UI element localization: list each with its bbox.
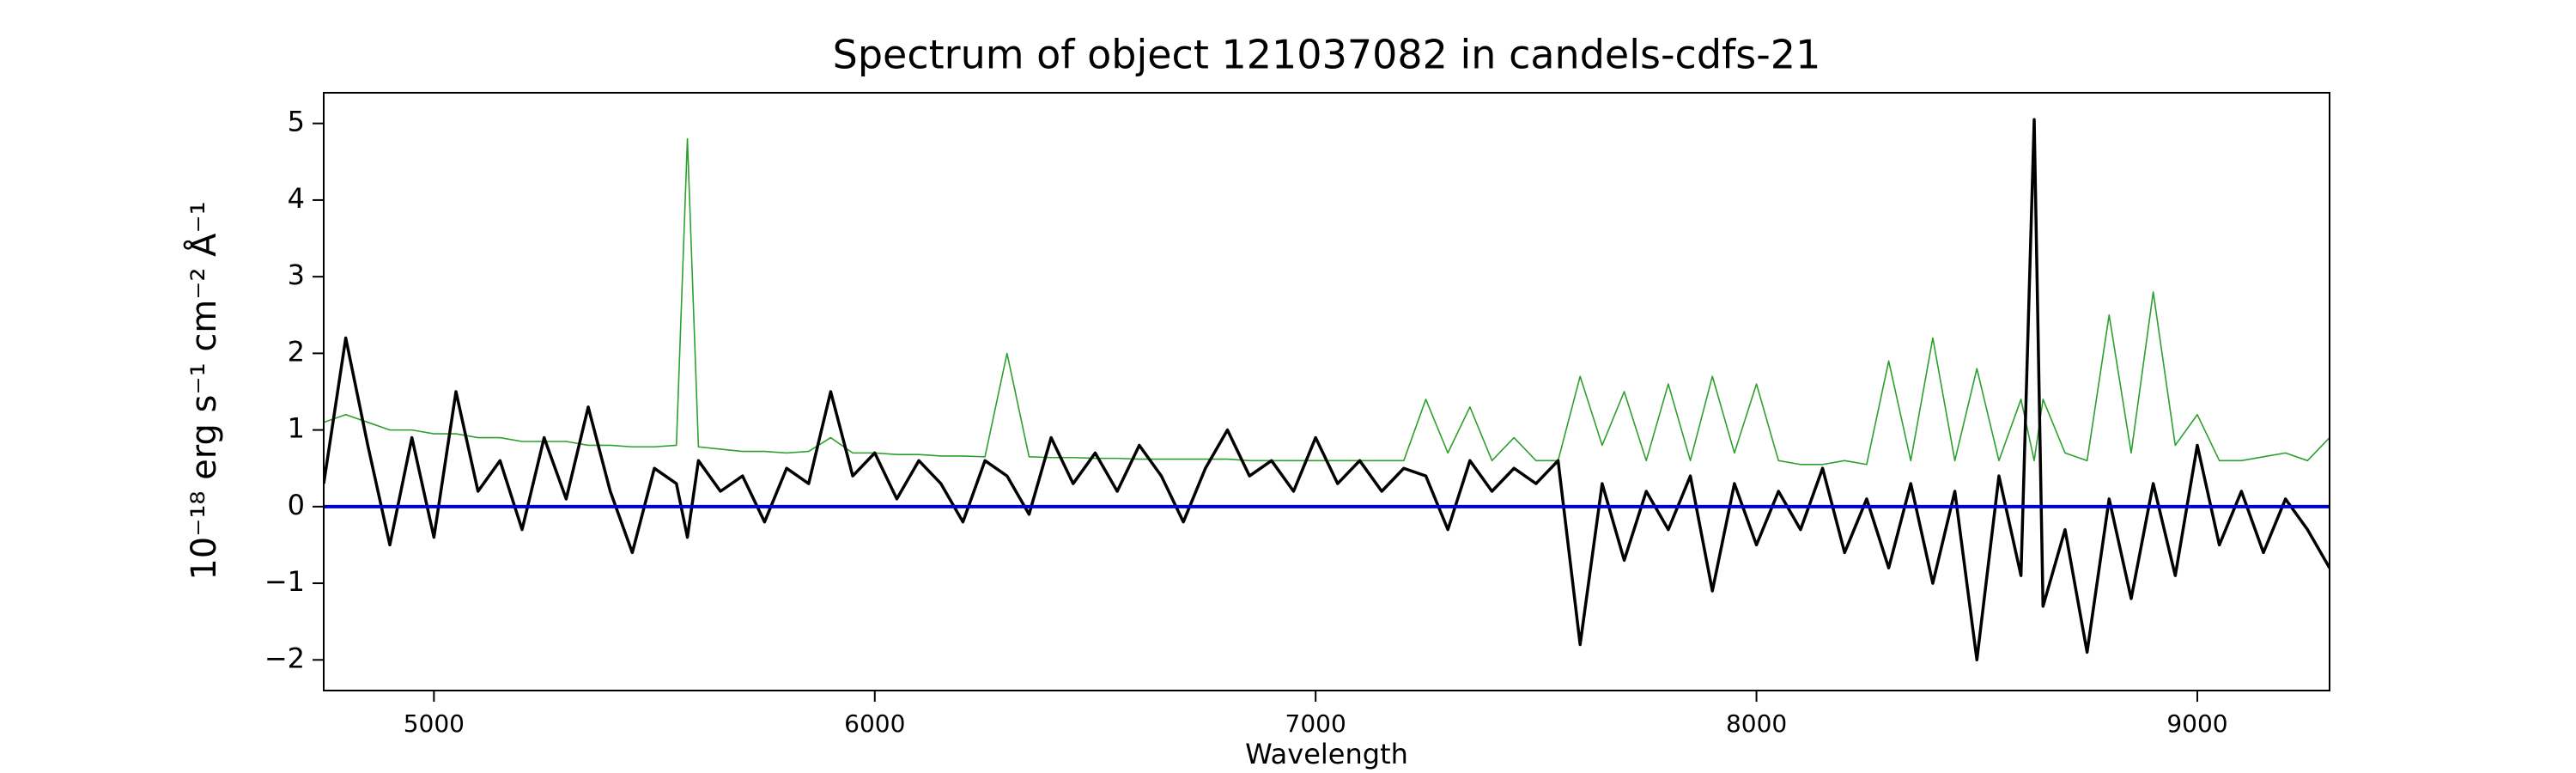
y-tick-label: 3	[288, 259, 305, 291]
y-tick-label: −1	[264, 565, 305, 598]
y-tick-label: 1	[288, 412, 305, 445]
y-axis-label: 10⁻¹⁸ erg s⁻¹ cm⁻² Å⁻¹	[183, 201, 224, 580]
x-tick-label: 7000	[1285, 709, 1346, 738]
y-tick-label: 0	[288, 489, 305, 521]
plot-frame	[323, 92, 2330, 691]
y-tick-label: −2	[264, 642, 305, 674]
x-axis-label: Wavelength	[1245, 738, 1408, 770]
y-tick-label: 4	[288, 182, 305, 215]
x-tick-label: 8000	[1726, 709, 1787, 738]
spectrum-line	[324, 118, 2330, 662]
chart-title: Spectrum of object 121037082 in candels-…	[833, 32, 1821, 78]
y-tick-label: 5	[288, 106, 305, 138]
x-tick-label: 9000	[2166, 709, 2227, 738]
x-tick-label: 5000	[404, 709, 465, 738]
y-tick-label: 2	[288, 335, 305, 368]
x-tick-label: 6000	[844, 709, 905, 738]
